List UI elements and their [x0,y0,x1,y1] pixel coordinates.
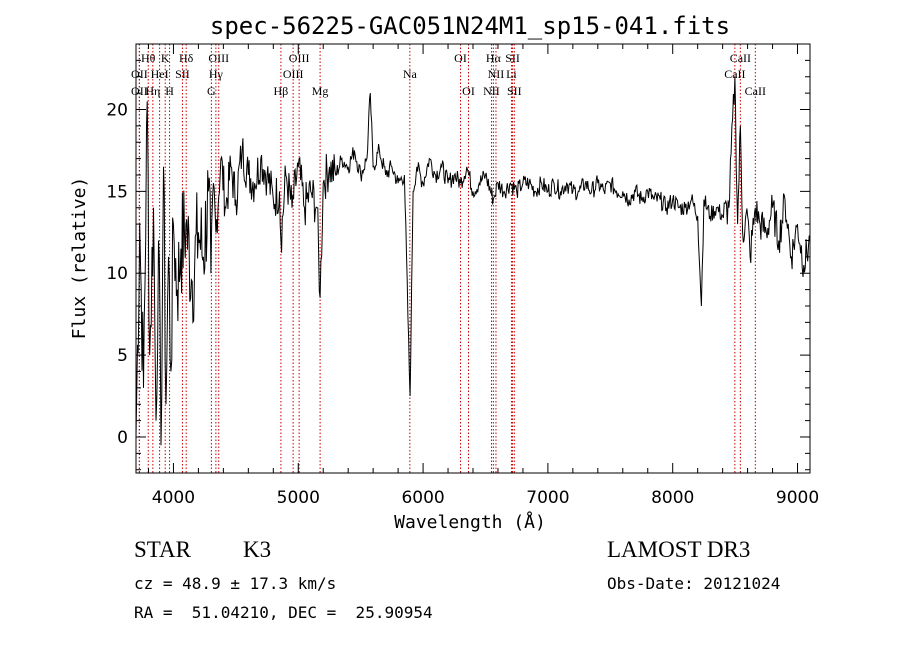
x-tick-label-2: 6000 [401,488,444,508]
line-label-10: Hγ [209,67,224,81]
x-tick-label-5: 9000 [776,488,819,508]
line-label-13: OIII [289,51,310,65]
line-label-8: Hδ [179,51,194,65]
obs-date: Obs-Date: 20121024 [607,574,781,593]
y-axis-label: Flux (relative) [69,177,90,340]
line-label-1: OII [131,84,148,98]
line-label-18: OI [462,84,475,98]
x-axis-label: Wavelength (Å) [394,511,546,533]
spectrum-line [135,76,811,446]
line-markers [138,44,756,473]
line-label-7: SII [175,67,190,81]
line-label-23: NII [483,84,500,98]
x-tick-label-1: 5000 [277,488,320,508]
line-label-14: OIII [283,67,304,81]
line-label-12: Hβ [274,84,289,98]
line-label-5: K [161,51,170,65]
line-label-11: G [207,84,216,98]
redshift-text: cz = 48.9 ± 17.3 km/s [134,574,337,593]
y-tick-label-0: 0 [117,428,128,448]
line-label-3: Hη [145,84,160,98]
x-tick-label-4: 8000 [651,488,694,508]
y-axis: 0 5 10 15 20 [106,59,810,471]
coordinates: RA = 51.04210, DEC = 25.90954 [134,603,433,622]
line-label-2: Hθ [141,51,156,65]
y-tick-label-3: 15 [106,182,128,202]
plot-frame [135,43,811,474]
line-label-21: NII [488,67,505,81]
line-label-17: OI [454,51,467,65]
x-tick-label-3: 7000 [526,488,569,508]
line-label-9: OIII [208,51,229,65]
object-class: STAR [134,537,191,562]
line-label-6: H [165,84,174,98]
line-label-16: Na [403,67,418,81]
line-label-25: CaII [730,51,751,65]
survey-name: LAMOST DR3 [607,537,751,562]
y-tick-label-2: 10 [106,264,128,284]
x-tick-label-0: 4000 [152,488,195,508]
line-label-4: HeI [151,67,169,81]
line-label-22: Li [506,67,517,81]
y-tick-label-4: 20 [106,100,128,120]
subclass: K3 [243,537,272,562]
line-label-15: Mg [312,84,329,98]
line-label-19: Hα [486,51,502,65]
line-label-20: SII [505,51,520,65]
y-tick-label-1: 5 [117,346,128,366]
line-label-0: OII [131,67,148,81]
line-label-26: CaII [724,67,745,81]
chart-title: spec-56225-GAC051N24M1_sp15-041.fits [210,12,730,40]
line-label-24: SII [507,84,522,98]
x-axis: 4000 5000 6000 7000 8000 9000 [147,44,819,508]
line-label-27: CaII [745,84,766,98]
